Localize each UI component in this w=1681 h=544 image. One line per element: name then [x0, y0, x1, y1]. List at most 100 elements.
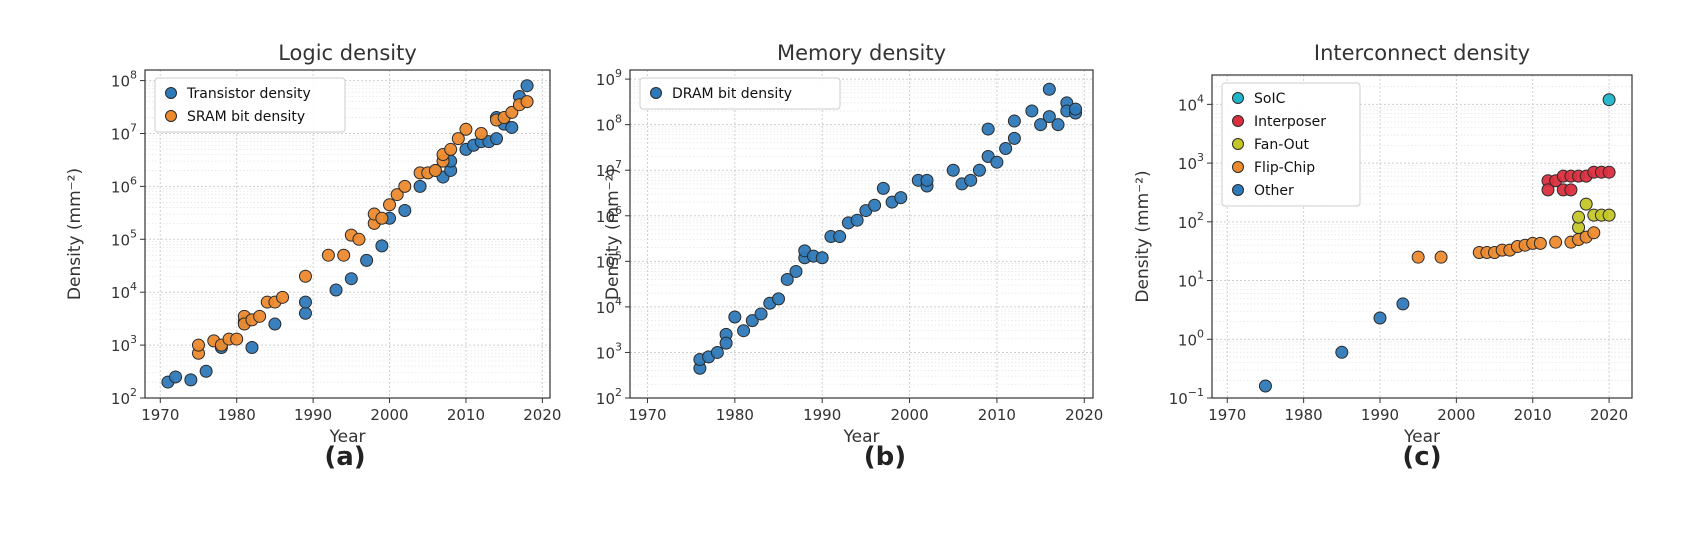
chart-title: Memory density [777, 41, 946, 65]
data-point [298, 295, 312, 309]
data-point [972, 163, 986, 177]
legend-label: Interposer [1254, 114, 1326, 130]
chart-title: Logic density [278, 41, 417, 65]
data-point [1335, 345, 1349, 359]
data-point [253, 309, 267, 323]
data-point [815, 251, 829, 265]
data-point [184, 373, 198, 387]
x-axis-label: Year [1403, 427, 1440, 447]
y-tick-label: 102 [596, 386, 622, 408]
data-point [1373, 311, 1387, 325]
data-point [737, 324, 751, 338]
legend-marker [165, 87, 177, 99]
data-point [444, 142, 458, 156]
gridlines [630, 70, 1093, 399]
data-point [1434, 250, 1448, 264]
data-point [268, 317, 282, 331]
data-point [245, 341, 259, 355]
data-point [1541, 183, 1555, 197]
data-point [999, 141, 1013, 155]
legend-label: DRAM bit density [672, 86, 792, 102]
series-flip-chip [1411, 226, 1601, 264]
data-point [520, 95, 534, 109]
y-tick-exponent: 3 [615, 340, 622, 353]
y-tick-exponent: 8 [615, 113, 622, 126]
y-tick-label: 108 [596, 113, 622, 135]
y-tick-base: 10 [596, 208, 615, 226]
data-point [920, 173, 934, 187]
data-point [428, 163, 442, 177]
legend-label: Fan-Out [1254, 137, 1310, 153]
data-point [1411, 250, 1425, 264]
y-tick-exponent: 4 [130, 280, 137, 293]
data-point [1042, 82, 1056, 96]
x-tick-label: 1990 [294, 406, 332, 424]
y-tick-label: 101 [1178, 269, 1204, 291]
data-point [344, 272, 358, 286]
y-tick-exponent: 2 [130, 386, 137, 399]
y-tick-exponent: 2 [1197, 210, 1204, 223]
data-point [719, 336, 733, 350]
series-sram-bit-density [191, 95, 534, 360]
data-point [390, 188, 404, 202]
y-tick-base: 10 [596, 253, 615, 271]
chart-panel-3: 1970 1980 1990 2000 2010 202010−1100101102103… [1133, 41, 1633, 472]
data-point [1007, 131, 1021, 145]
legend-marker [1232, 115, 1244, 127]
panel-label: (a) [324, 442, 365, 472]
y-tick-exponent: 4 [1197, 92, 1204, 105]
data-point [505, 105, 519, 119]
data-point [868, 198, 882, 212]
data-point [329, 283, 343, 297]
y-tick-base: 10 [596, 162, 615, 180]
legend-label: SoIC [1254, 91, 1286, 107]
x-tick-label: 2020 [1590, 406, 1628, 424]
x-tick-label: 1980 [716, 406, 754, 424]
legend-box [639, 77, 841, 110]
data-point [964, 173, 978, 187]
data-point [1034, 118, 1048, 132]
y-tick-exponent: 7 [130, 121, 137, 134]
x-tick-label: 1970 [141, 406, 179, 424]
plot-frame [144, 69, 551, 399]
gridlines [1212, 75, 1632, 399]
data-point [850, 213, 864, 227]
legend: DRAM bit density [639, 77, 841, 110]
y-tick-label: 104 [596, 295, 622, 317]
legend-marker [650, 87, 662, 99]
legend-marker [1232, 161, 1244, 173]
y-axis-label: Density (mm⁻²) [603, 168, 623, 300]
y-tick-label: 104 [1178, 92, 1204, 114]
y-tick-exponent: 9 [615, 67, 622, 80]
y-tick-base: 10 [111, 73, 130, 91]
data-point [1587, 226, 1601, 240]
data-point [505, 120, 519, 134]
data-point [276, 290, 290, 304]
data-point [298, 269, 312, 283]
y-tick-exponent: 6 [615, 204, 622, 217]
x-axis-label: Year [843, 427, 880, 447]
y-tick-label: 104 [111, 280, 137, 302]
data-point [946, 163, 960, 177]
y-tick-base: 10 [596, 117, 615, 135]
y-tick-exponent: 1 [1197, 269, 1204, 282]
series-fan-out [1572, 197, 1616, 235]
series-other [1258, 297, 1410, 393]
x-tick-label: 1970 [628, 406, 666, 424]
y-tick-base: 10 [596, 71, 615, 89]
y-tick-label: 103 [1178, 151, 1204, 173]
panel-label: (b) [864, 442, 906, 472]
y-tick-exponent: 5 [615, 249, 622, 262]
legend-marker [165, 110, 177, 122]
data-point [1572, 210, 1586, 224]
data-point [298, 306, 312, 320]
x-tick-label: 1990 [1361, 406, 1399, 424]
plot-frame [629, 69, 1094, 399]
x-tick-label: 2010 [1514, 406, 1552, 424]
y-tick-label: 100 [1178, 327, 1204, 349]
data-point [833, 230, 847, 244]
x-tick-label: 1990 [803, 406, 841, 424]
y-tick-exponent: 8 [130, 69, 137, 82]
